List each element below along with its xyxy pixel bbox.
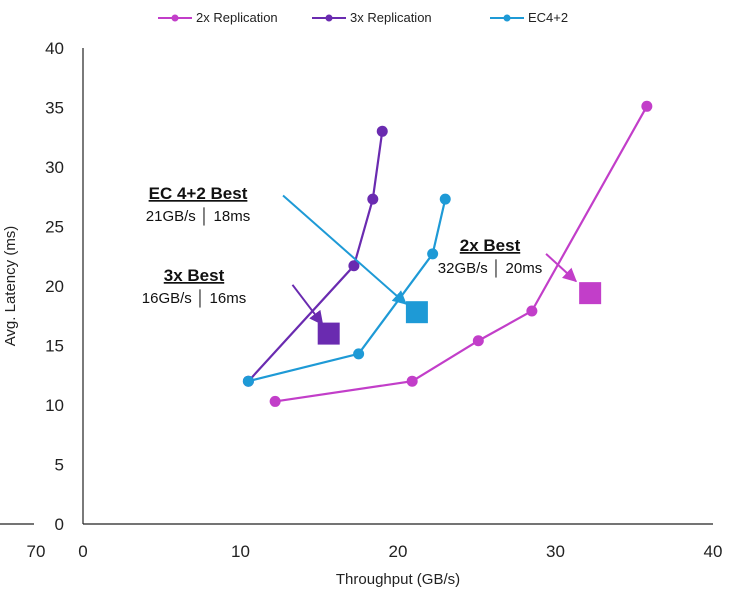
x-tick-label-20: 20	[389, 542, 408, 561]
best-marker-ec4-2	[405, 301, 428, 324]
y-tick-labels: 0 5 10 15 20 25 30 35 40	[45, 39, 64, 534]
data-point-3x-replication-3	[376, 125, 388, 137]
annotation-title-3x: 3x Best	[164, 266, 225, 285]
best-marker-2x-replication	[579, 282, 602, 305]
y-tick-label-40: 40	[45, 39, 64, 58]
x-tick-label-30: 30	[546, 542, 565, 561]
annotation-arrow-3x	[291, 284, 324, 326]
data-point-2x-replication-4	[641, 100, 653, 112]
best-markers	[317, 282, 602, 345]
data-point-2x-replication-2	[472, 335, 484, 347]
annotation-ec: EC 4+2 Best 21GB/s │ 18ms	[146, 184, 407, 305]
annotation-title-ec: EC 4+2 Best	[149, 184, 248, 203]
legend-marker-ec	[503, 14, 511, 22]
annotation-detail-2x: 32GB/s │ 20ms	[438, 259, 542, 278]
annotation-arrow-ec	[282, 194, 407, 305]
legend-marker-2x	[171, 14, 179, 22]
legend-label-3x: 3x Replication	[350, 10, 432, 25]
y-tick-label-20: 20	[45, 277, 64, 296]
y-tick-label-35: 35	[45, 99, 64, 118]
y-tick-label-15: 15	[45, 337, 64, 356]
annotation-2x: 2x Best 32GB/s │ 20ms	[438, 236, 578, 283]
x-tick-label-10: 10	[231, 542, 250, 561]
series-line-3x-replication	[247, 131, 384, 382]
series-line-ec4-2	[248, 198, 447, 383]
stray-tick-label: 70	[27, 542, 46, 561]
series-layer	[242, 100, 653, 407]
data-point-ec4-2-2	[427, 248, 439, 260]
x-tick-labels: 0 10 20 30 40	[78, 542, 722, 561]
y-tick-label-5: 5	[55, 456, 64, 475]
data-point-2x-replication-0	[269, 395, 281, 407]
data-point-2x-replication-1	[406, 375, 418, 387]
y-tick-label-0: 0	[55, 515, 64, 534]
data-point-ec4-2-3	[439, 193, 451, 205]
data-point-3x-replication-2	[367, 193, 379, 205]
annotation-title-2x: 2x Best	[460, 236, 521, 255]
legend-label-ec: EC4+2	[528, 10, 568, 25]
y-tick-label-25: 25	[45, 218, 64, 237]
data-point-2x-replication-3	[526, 305, 538, 317]
x-tick-label-0: 0	[78, 542, 87, 561]
legend-label-2x: 2x Replication	[196, 10, 278, 25]
annotation-3x: 3x Best 16GB/s │ 16ms	[142, 266, 324, 326]
x-tick-label-40: 40	[704, 542, 723, 561]
y-axis-title: Avg. Latency (ms)	[2, 226, 19, 347]
x-axis-title: Throughput (GB/s)	[336, 571, 460, 588]
annotation-detail-3x: 16GB/s │ 16ms	[142, 289, 246, 308]
y-tick-label-30: 30	[45, 158, 64, 177]
legend: 2x Replication 3x Replication EC4+2	[158, 10, 568, 25]
y-tick-label-10: 10	[45, 396, 64, 415]
legend-marker-3x	[325, 14, 333, 22]
annotation-arrow-2x	[545, 253, 578, 283]
data-point-ec4-2-0	[242, 375, 254, 387]
data-point-3x-replication-1	[348, 260, 360, 272]
best-marker-3x-replication	[317, 322, 340, 345]
data-point-ec4-2-1	[353, 348, 365, 360]
annotation-detail-ec: 21GB/s │ 18ms	[146, 207, 250, 226]
